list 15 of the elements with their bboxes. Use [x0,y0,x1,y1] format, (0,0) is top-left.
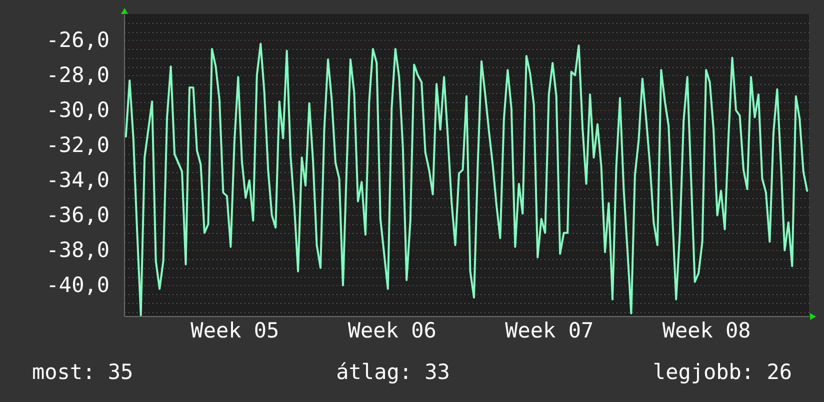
y-tick-label: -32,0 [46,132,110,157]
x-tick-label: Week 07 [505,318,594,342]
text: most: 35 [32,360,134,384]
text: átlag: 33 [336,360,450,384]
y-tick-label: -38,0 [46,238,110,262]
y-tick-label: -40,0 [46,272,110,297]
x-tick-label: Week 06 [348,318,436,342]
y-tick-label: -30,0 [46,98,110,122]
x-tick-label: Week 08 [662,318,751,342]
y-tick-label: -28,0 [46,62,110,87]
y-tick-label: -26,0 [46,28,110,52]
y-tick-label: -34,0 [46,168,110,192]
y-tick-label: -36,0 [46,202,110,227]
text: legjobb: 26 [652,360,792,384]
x-tick-label: Week 05 [190,318,280,342]
